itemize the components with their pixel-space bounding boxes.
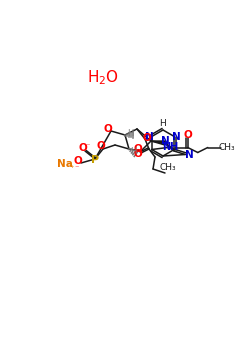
Text: H$_2$O: H$_2$O [87, 69, 119, 88]
Text: O: O [96, 141, 106, 151]
Text: ⁻: ⁻ [86, 141, 90, 150]
Text: N: N [145, 132, 154, 141]
Text: N: N [160, 136, 170, 146]
Text: Na: Na [57, 159, 73, 169]
Text: NH: NH [162, 142, 179, 153]
Text: O: O [78, 143, 88, 153]
Polygon shape [151, 141, 165, 145]
Text: ⁻: ⁻ [75, 163, 79, 173]
Text: N: N [185, 149, 194, 160]
Text: CH₃: CH₃ [160, 163, 176, 173]
Text: P: P [91, 155, 99, 165]
Text: CH₃: CH₃ [218, 143, 235, 152]
Text: H: H [127, 130, 133, 139]
Text: O: O [142, 133, 152, 143]
Text: O: O [104, 124, 112, 134]
Text: O: O [183, 130, 192, 140]
Text: ⁺: ⁺ [70, 163, 74, 173]
Text: N: N [172, 132, 181, 141]
Text: H: H [160, 119, 166, 128]
Text: O: O [134, 144, 142, 154]
Text: O: O [134, 149, 142, 159]
Text: H: H [130, 147, 136, 156]
Text: O: O [74, 156, 82, 166]
